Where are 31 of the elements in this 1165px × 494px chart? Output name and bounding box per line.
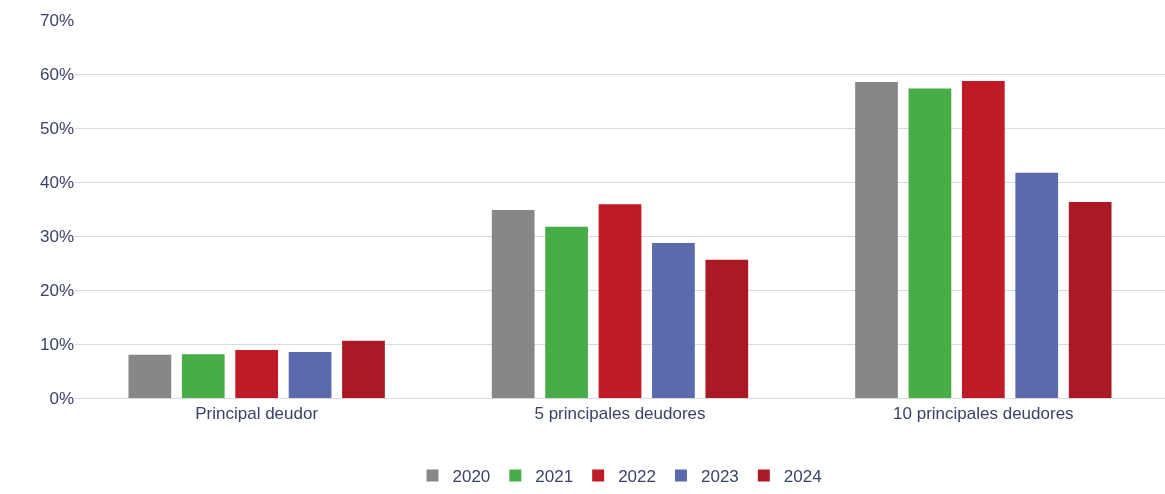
bar — [598, 204, 642, 398]
legend-label: 2023 — [700, 467, 739, 487]
y-tick-label: 40% — [39, 172, 74, 192]
y-tick-label: 60% — [39, 64, 74, 84]
y-tick-label: 10% — [39, 334, 74, 354]
bar — [1068, 201, 1112, 398]
legend-label: 2022 — [618, 467, 656, 487]
y-tick-label: 0% — [49, 388, 74, 408]
y-tick-label: 20% — [39, 280, 74, 300]
x-tick-label: 10 principales deudores — [893, 404, 1074, 424]
bar — [342, 340, 385, 398]
x-tick-label: Principal deudor — [195, 404, 319, 424]
bar — [705, 259, 749, 398]
bar — [491, 210, 535, 398]
x-tick-label: 5 principales deudores — [534, 404, 706, 424]
bar — [128, 354, 172, 398]
bar — [545, 226, 588, 398]
bar — [908, 88, 952, 398]
legend-label: 2024 — [783, 467, 822, 487]
bar — [181, 354, 225, 398]
legend-label: 2020 — [452, 467, 491, 487]
bar — [1015, 172, 1059, 398]
y-tick-label: 70% — [39, 10, 74, 30]
legend-label: 2021 — [535, 467, 574, 487]
bar — [288, 352, 332, 398]
y-tick-label: 30% — [39, 226, 74, 246]
bar — [235, 349, 279, 398]
bar — [652, 243, 695, 398]
bar — [961, 81, 1005, 398]
y-tick-label: 50% — [39, 118, 74, 138]
bar — [855, 82, 898, 398]
